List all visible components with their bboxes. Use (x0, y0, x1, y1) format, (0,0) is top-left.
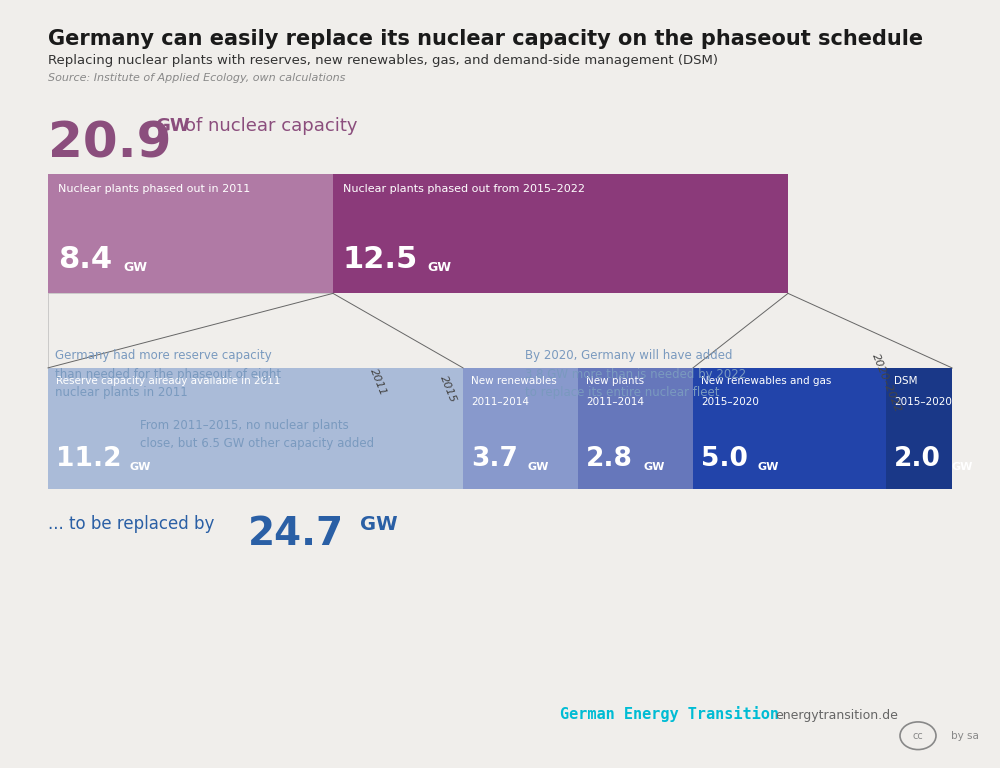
Text: New plants: New plants (586, 376, 644, 386)
Text: 20.9: 20.9 (48, 119, 172, 167)
Text: Nuclear plants phased out in 2011: Nuclear plants phased out in 2011 (58, 184, 250, 194)
Text: cc: cc (913, 730, 923, 741)
Text: Germany had more reserve capacity
than needed for the phaseout of eight
nuclear : Germany had more reserve capacity than n… (55, 349, 281, 399)
Text: From 2011–2015, no nuclear plants
close, but 6.5 GW other capacity added: From 2011–2015, no nuclear plants close,… (140, 419, 374, 450)
Text: 2011: 2011 (368, 367, 388, 398)
Text: GW: GW (643, 462, 664, 472)
Bar (578, 368, 693, 489)
Text: Source: Institute of Applied Ecology, own calculations: Source: Institute of Applied Ecology, ow… (48, 73, 345, 83)
Text: energytransition.de: energytransition.de (775, 709, 898, 722)
Text: GW: GW (360, 515, 398, 534)
Text: Replacing nuclear plants with reserves, new renewables, gas, and demand-side man: Replacing nuclear plants with reserves, … (48, 54, 718, 67)
Text: By 2020, Germany will have added
3.8 GW more than is needed by 2022
to replace i: By 2020, Germany will have added 3.8 GW … (525, 349, 746, 399)
Text: 2.8: 2.8 (586, 446, 633, 472)
Text: GW: GW (528, 462, 549, 472)
Text: ... to be replaced by: ... to be replaced by (48, 515, 214, 532)
Text: New renewables: New renewables (471, 376, 557, 386)
Text: Germany can easily replace its nuclear capacity on the phaseout schedule: Germany can easily replace its nuclear c… (48, 29, 923, 49)
Text: 2020–2022: 2020–2022 (870, 352, 902, 413)
Text: GW: GW (155, 117, 190, 134)
Text: GW: GW (123, 261, 147, 274)
Text: 8.4: 8.4 (58, 245, 112, 274)
Text: by sa: by sa (951, 730, 979, 741)
Bar (48, 174, 333, 293)
Text: 2.0: 2.0 (894, 446, 941, 472)
Text: 24.7: 24.7 (248, 515, 344, 552)
Text: German Energy Transition: German Energy Transition (560, 706, 779, 722)
Bar (333, 174, 788, 293)
Text: GW: GW (427, 261, 451, 274)
Text: GW: GW (130, 462, 151, 472)
Bar (48, 368, 463, 489)
Bar (886, 368, 952, 489)
Text: 12.5: 12.5 (343, 245, 418, 274)
Text: 2015–2020: 2015–2020 (701, 397, 759, 407)
Text: Reserve capacity already available in 2011: Reserve capacity already available in 20… (56, 376, 280, 386)
Text: 2015: 2015 (438, 373, 458, 404)
Text: 5.0: 5.0 (701, 446, 748, 472)
Text: DSM: DSM (894, 376, 918, 386)
Bar (693, 368, 886, 489)
Text: 2011–2014: 2011–2014 (586, 397, 644, 407)
Text: 2015–2020: 2015–2020 (894, 397, 952, 407)
Text: 11.2: 11.2 (56, 446, 122, 472)
Text: New renewables and gas: New renewables and gas (701, 376, 831, 386)
Text: 3.7: 3.7 (471, 446, 518, 472)
Bar (463, 368, 578, 489)
Text: GW: GW (758, 462, 779, 472)
Text: Nuclear plants phased out from 2015–2022: Nuclear plants phased out from 2015–2022 (343, 184, 585, 194)
Text: GW: GW (951, 462, 972, 472)
Text: 2011–2014: 2011–2014 (471, 397, 529, 407)
Text: of nuclear capacity: of nuclear capacity (185, 117, 358, 134)
